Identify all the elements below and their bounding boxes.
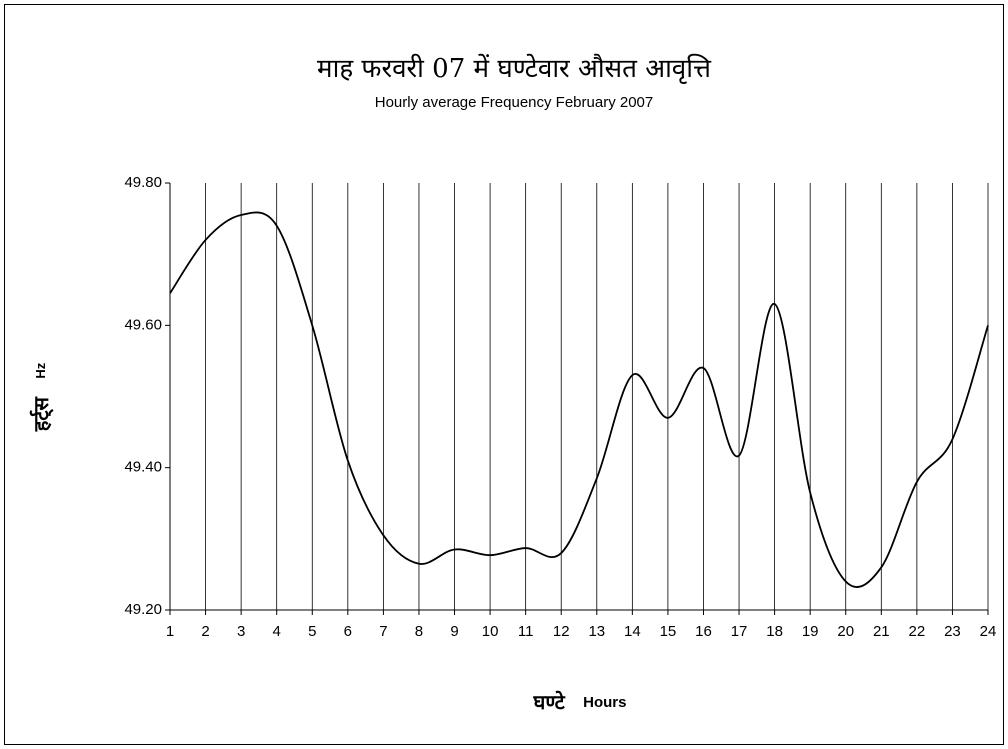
x-tick-label: 2	[201, 623, 209, 640]
x-tick-label: 23	[944, 623, 961, 640]
x-axis-label: घण्टे Hours	[533, 690, 627, 714]
y-axis-label: हर्ट्स Hz	[29, 362, 54, 432]
frame	[4, 4, 1004, 745]
y-tick-label: 49.40	[124, 459, 162, 476]
chart-title: माह फरवरी 07 में घण्टेवार औसत आवृत्ति	[317, 53, 712, 84]
line-series	[169, 211, 989, 588]
x-tick-label: 17	[731, 623, 748, 640]
y-tick-label: 49.60	[124, 316, 162, 333]
x-tick-label: 10	[482, 623, 499, 640]
x-tick-label: 4	[273, 623, 281, 640]
y-tick-label: 49.20	[124, 601, 162, 618]
x-tick-label: 9	[450, 623, 458, 640]
x-tick-label: 7	[379, 623, 387, 640]
x-tick-label: 11	[518, 623, 534, 640]
x-tick-label: 5	[308, 623, 316, 640]
x-tick-label: 8	[415, 623, 423, 640]
y-tick-label: 49.80	[124, 174, 162, 191]
x-tick-label: 24	[980, 623, 997, 640]
x-tick-label: 15	[660, 623, 677, 640]
x-tick-label: 19	[802, 623, 819, 640]
x-tick-label: 3	[237, 623, 245, 640]
x-tick-label: 21	[873, 623, 890, 640]
x-tick-label: 18	[766, 623, 783, 640]
x-tick-label: 12	[553, 623, 570, 640]
x-label-en: Hours	[583, 694, 626, 711]
chart-subtitle: Hourly average Frequency February 2007	[375, 94, 653, 111]
y-label-en: Hz	[33, 362, 48, 378]
x-tick-label: 22	[909, 623, 926, 640]
x-tick-label: 14	[624, 623, 641, 640]
x-tick-label: 20	[837, 623, 854, 640]
x-label-hindi: घण्टे	[533, 690, 566, 714]
x-tick-label: 16	[695, 623, 712, 640]
x-tick-label: 6	[344, 623, 352, 640]
x-tick-label: 1	[166, 623, 174, 640]
x-tick-label: 13	[588, 623, 605, 640]
y-label-hindi: हर्ट्स	[29, 396, 54, 433]
